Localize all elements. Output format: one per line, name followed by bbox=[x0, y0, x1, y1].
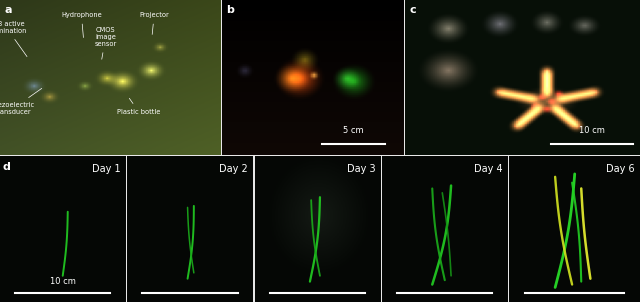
Text: Day 2: Day 2 bbox=[219, 164, 248, 174]
Text: Projector: Projector bbox=[140, 12, 169, 34]
Text: Piezoelectric
Transducer: Piezoelectric Transducer bbox=[0, 88, 42, 115]
Text: RGB active
illumination: RGB active illumination bbox=[0, 21, 27, 56]
Text: CMOS
image
sensor: CMOS image sensor bbox=[95, 27, 117, 59]
Text: 5 cm: 5 cm bbox=[343, 126, 364, 135]
Text: Plastic bottle: Plastic bottle bbox=[117, 98, 161, 114]
Text: d: d bbox=[3, 162, 10, 172]
Text: 10 cm: 10 cm bbox=[579, 126, 605, 135]
Text: a: a bbox=[4, 5, 12, 15]
Text: Day 6: Day 6 bbox=[606, 164, 635, 174]
Text: Hydrophone: Hydrophone bbox=[61, 12, 102, 37]
Text: 10 cm: 10 cm bbox=[50, 277, 76, 286]
Text: c: c bbox=[410, 5, 417, 15]
Text: Day 3: Day 3 bbox=[346, 164, 375, 174]
Text: b: b bbox=[226, 5, 234, 15]
Text: Day 4: Day 4 bbox=[474, 164, 502, 174]
Text: Day 1: Day 1 bbox=[92, 164, 120, 174]
